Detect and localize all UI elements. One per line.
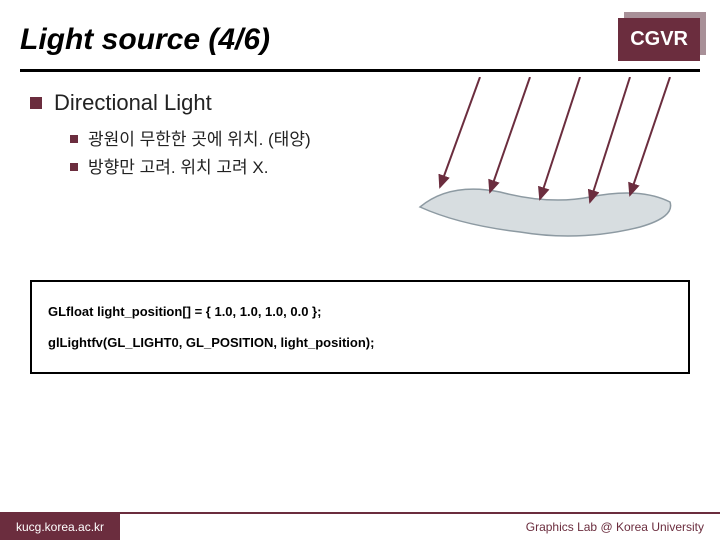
directional-light-diagram [410, 77, 690, 247]
bullet-square-icon [70, 135, 78, 143]
bullet-square-icon [30, 97, 42, 109]
main-bullet-text: Directional Light [54, 90, 212, 116]
code-box: GLfloat light_position[] = { 1.0, 1.0, 1… [30, 280, 690, 374]
light-ray-icon [490, 77, 530, 192]
content-area: Directional Light 광원이 무한한 곳에 위치. (태양) 방향… [0, 72, 720, 180]
slide-title: Light source (4/6) [20, 23, 270, 57]
footer-credit: Graphics Lab @ Korea University [510, 514, 720, 540]
sub-bullet-text: 광원이 무한한 곳에 위치. (태양) [88, 128, 311, 152]
title-bar: Light source (4/6) CGVR [0, 0, 720, 69]
sub-bullet: 방향만 고려. 위치 고려 X. [70, 156, 350, 180]
code-line: glLightfv(GL_LIGHT0, GL_POSITION, light_… [48, 327, 672, 358]
bullet-square-icon [70, 163, 78, 171]
light-ray-icon [440, 77, 480, 187]
brand-badge: CGVR [618, 18, 700, 61]
light-ray-icon [540, 77, 580, 199]
code-line: GLfloat light_position[] = { 1.0, 1.0, 1… [48, 296, 672, 327]
sub-bullet: 광원이 무한한 곳에 위치. (태양) [70, 128, 350, 152]
surface-shape [420, 189, 671, 236]
footer-url: kucg.korea.ac.kr [0, 514, 120, 540]
light-ray-icon [630, 77, 670, 195]
sub-bullet-list: 광원이 무한한 곳에 위치. (태양) 방향만 고려. 위치 고려 X. [70, 128, 350, 180]
sub-bullet-text: 방향만 고려. 위치 고려 X. [88, 156, 268, 180]
light-ray-icon [590, 77, 630, 202]
footer: kucg.korea.ac.kr Graphics Lab @ Korea Un… [0, 514, 720, 540]
